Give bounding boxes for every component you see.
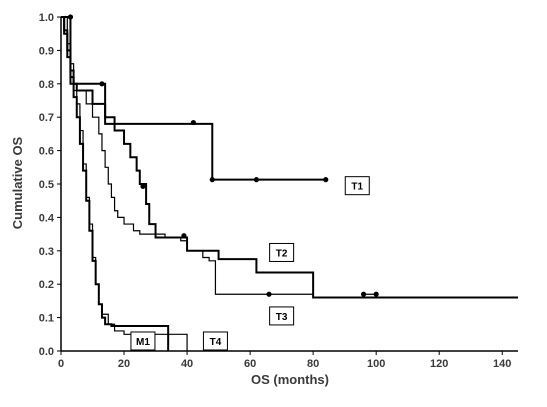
x-tick-label: 20 [118,358,130,370]
x-tick-label: 120 [430,358,448,370]
y-tick-label: 0.0 [39,346,54,358]
curve-label-text: T1 [351,182,363,193]
curve-label-text: T2 [276,248,288,259]
y-tick-label: 0.5 [39,179,54,191]
curve-label-m1: M1 [130,331,156,351]
series-group [61,14,518,351]
x-tick-label: 0 [58,358,64,370]
curve-label-t1: T1 [344,176,370,196]
curve-label-text: T4 [210,337,222,348]
y-tick-label: 0.7 [39,112,54,124]
series-t1-censor-mark [99,81,105,87]
series-t1-line [61,16,326,181]
y-tick-label: 1.0 [39,12,54,24]
y-tick-label: 0.1 [39,313,54,325]
y-axis-label: Cumulative OS [10,136,25,229]
curve-label-box [269,242,295,262]
curve-label-text: T3 [276,312,288,323]
series-t1-censor-mark [67,14,74,20]
series-t2-censor-mark [140,183,146,189]
series-t1-censor-mark [253,177,260,183]
axes: 0.0 0.1 0.2 0.3 0.4 0.5 0.6 0.7 0.8 0.9 1.0 0 20 40 60… [39,12,518,370]
x-tick-label: 140 [493,358,511,370]
series-t3-censor-mark [373,291,379,297]
y-tick-label: 0.9 [39,45,54,57]
series-t2-censor-mark [181,233,187,239]
x-tick-label: 40 [181,358,193,370]
curve-label-t4: T4 [202,331,228,351]
curve-label-text: M1 [136,337,150,348]
curve-label-box [202,331,228,351]
curve-label-box [344,176,370,196]
series-t3-censor-mark [266,291,272,297]
curve-label-t2: T2 [269,242,295,262]
series-t4-line [61,16,188,351]
curve-labels: T1 T2 T3 M1 T4 [130,176,370,351]
y-tick-label: 0.3 [39,246,54,258]
series-t1-censor-mark [190,119,196,126]
curve-label-box [269,306,295,326]
curve-label-box [130,331,156,351]
series-m1-line [61,16,170,351]
y-tick-label: 0.8 [39,79,54,91]
x-tick-label: 60 [244,358,256,370]
y-tick-label: 0.2 [39,279,54,291]
x-tick-label: 80 [307,358,319,370]
y-tick-label: 0.6 [39,146,54,158]
series-t1-censor-mark [323,177,329,183]
series-t1-censor-mark [209,177,215,183]
y-tick-label: 0.4 [39,212,55,224]
curve-label-t3: T3 [269,306,295,326]
series-t3-censor-mark [360,291,367,297]
x-tick-label: 100 [367,358,385,370]
series-t3-line [61,16,377,299]
x-axis-label: OS (months) [251,372,329,387]
